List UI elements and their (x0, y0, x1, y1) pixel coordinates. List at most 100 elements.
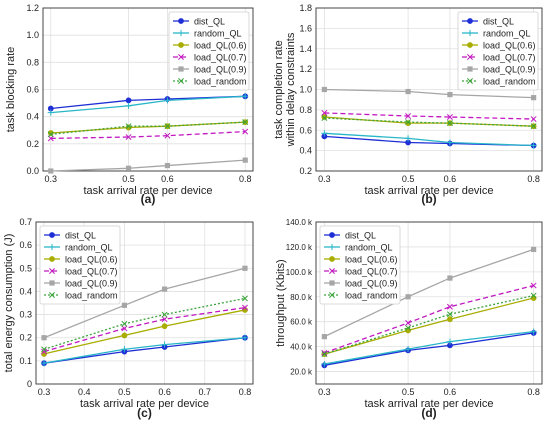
y-tick-label: 0.6 (299, 125, 312, 135)
legend-marker (49, 268, 55, 274)
legend-marker (49, 256, 55, 262)
data-point (121, 332, 128, 339)
series-line (324, 248, 534, 338)
y-tick-label: 0.7 (19, 217, 32, 227)
subfigure-label: (c) (137, 406, 152, 420)
data-point (121, 346, 128, 353)
data-point (242, 265, 248, 271)
data-point (47, 109, 54, 116)
legend-label: load_random (65, 291, 118, 301)
legend-label: load_random (345, 291, 398, 301)
series-line (324, 88, 534, 99)
data-point (446, 114, 453, 120)
series-load-ql-0-7 (321, 282, 537, 356)
series-line (324, 297, 534, 355)
data-point (242, 93, 249, 100)
series-load-random (47, 119, 249, 138)
data-point (530, 292, 537, 299)
data-point (164, 162, 171, 169)
series-line (50, 121, 246, 135)
legend-box (319, 225, 401, 305)
legend-label: load_QL(0.9) (65, 279, 118, 289)
data-point (531, 246, 537, 253)
y-tick-label: 40.0 k (290, 343, 313, 352)
legend-label: random_QL (65, 243, 113, 253)
data-point (242, 128, 249, 135)
series-line (50, 130, 246, 140)
x-tick-label: 0.5 (402, 387, 415, 397)
series-line (50, 95, 246, 110)
series-load-ql-0-9 (321, 246, 537, 340)
series-load-ql-0-9 (321, 86, 537, 101)
data-point (121, 320, 128, 327)
data-point (161, 323, 168, 330)
x-tick-label: 0.8 (239, 174, 252, 184)
legend-label: load_QL(0.7) (65, 267, 118, 277)
x-tick-label: 0.6 (158, 387, 171, 397)
y-tick-label: 100.0 k (286, 268, 313, 277)
data-point (530, 116, 537, 122)
legend-marker (328, 243, 336, 251)
x-axis-label: task arrival rate per device (365, 398, 494, 410)
data-point (404, 135, 412, 142)
subfigure-label: (b) (421, 192, 436, 206)
legend-label: load_QL(0.6) (345, 255, 398, 265)
series-load-ql-0-6 (47, 119, 249, 136)
data-point (530, 142, 537, 149)
y-axis-label: task completion ratewithin delay constra… (273, 32, 297, 147)
y-tick-label: 60.0 k (290, 318, 313, 327)
data-point (41, 348, 47, 355)
series-line (324, 284, 534, 354)
x-tick-label: 0.6 (444, 174, 457, 184)
data-point (321, 360, 328, 368)
series-line (43, 309, 246, 355)
data-point (241, 334, 249, 341)
data-point (446, 139, 454, 146)
series-line (324, 294, 534, 355)
y-tick-label: 120.0 k (286, 243, 313, 252)
series-load-ql-0-7 (47, 128, 249, 142)
y-tick-label: 0.6 (19, 240, 32, 250)
y-tick-label: 0.4 (26, 112, 39, 122)
legend-marker (178, 42, 184, 48)
series-line (324, 117, 534, 127)
data-point (321, 115, 328, 121)
data-point (321, 86, 327, 93)
data-point (164, 97, 171, 104)
data-point (125, 97, 132, 104)
series-load-ql-0-7 (41, 304, 248, 355)
data-point (321, 334, 327, 340)
data-point (446, 311, 453, 318)
legend-marker (329, 280, 335, 286)
data-point (321, 130, 328, 137)
data-point (446, 120, 453, 127)
data-point (47, 131, 54, 138)
plot-frame (42, 7, 254, 172)
data-point (125, 102, 132, 109)
legend-box (457, 11, 539, 91)
y-tick-label: 1.6 (299, 23, 312, 33)
series-random-ql (40, 334, 249, 367)
y-tick-label: 1.4 (299, 44, 312, 54)
series-load-ql-0-9 (48, 157, 248, 174)
series-line (43, 306, 246, 353)
series-line (50, 95, 246, 114)
legend-marker (49, 280, 55, 286)
x-tick-label: 0.4 (78, 387, 91, 397)
legend-marker (178, 78, 184, 84)
x-tick-label: 0.5 (122, 174, 135, 184)
x-tick-label: 0.3 (318, 387, 331, 397)
data-point (530, 282, 537, 289)
chart-panel-1: 0.0 0.2 0.4 0.6 0.8 1.0 1.2 0.3 0.5 0.6 0.8 task ar… (5, 3, 254, 206)
legend-label: dist_QL (65, 231, 96, 241)
legend-marker (329, 268, 335, 274)
legend-label: load_random (483, 77, 536, 87)
data-point (41, 335, 47, 341)
chart-panel-2: 0.20.40.60.81.01.21.41.61.80.3 0.5 0.6 0.8t… (273, 3, 543, 206)
legend-box (168, 11, 250, 91)
data-point (164, 132, 171, 139)
series-line (43, 337, 246, 364)
plot-frame (315, 221, 543, 385)
y-tick-label: 0.1 (19, 356, 32, 366)
